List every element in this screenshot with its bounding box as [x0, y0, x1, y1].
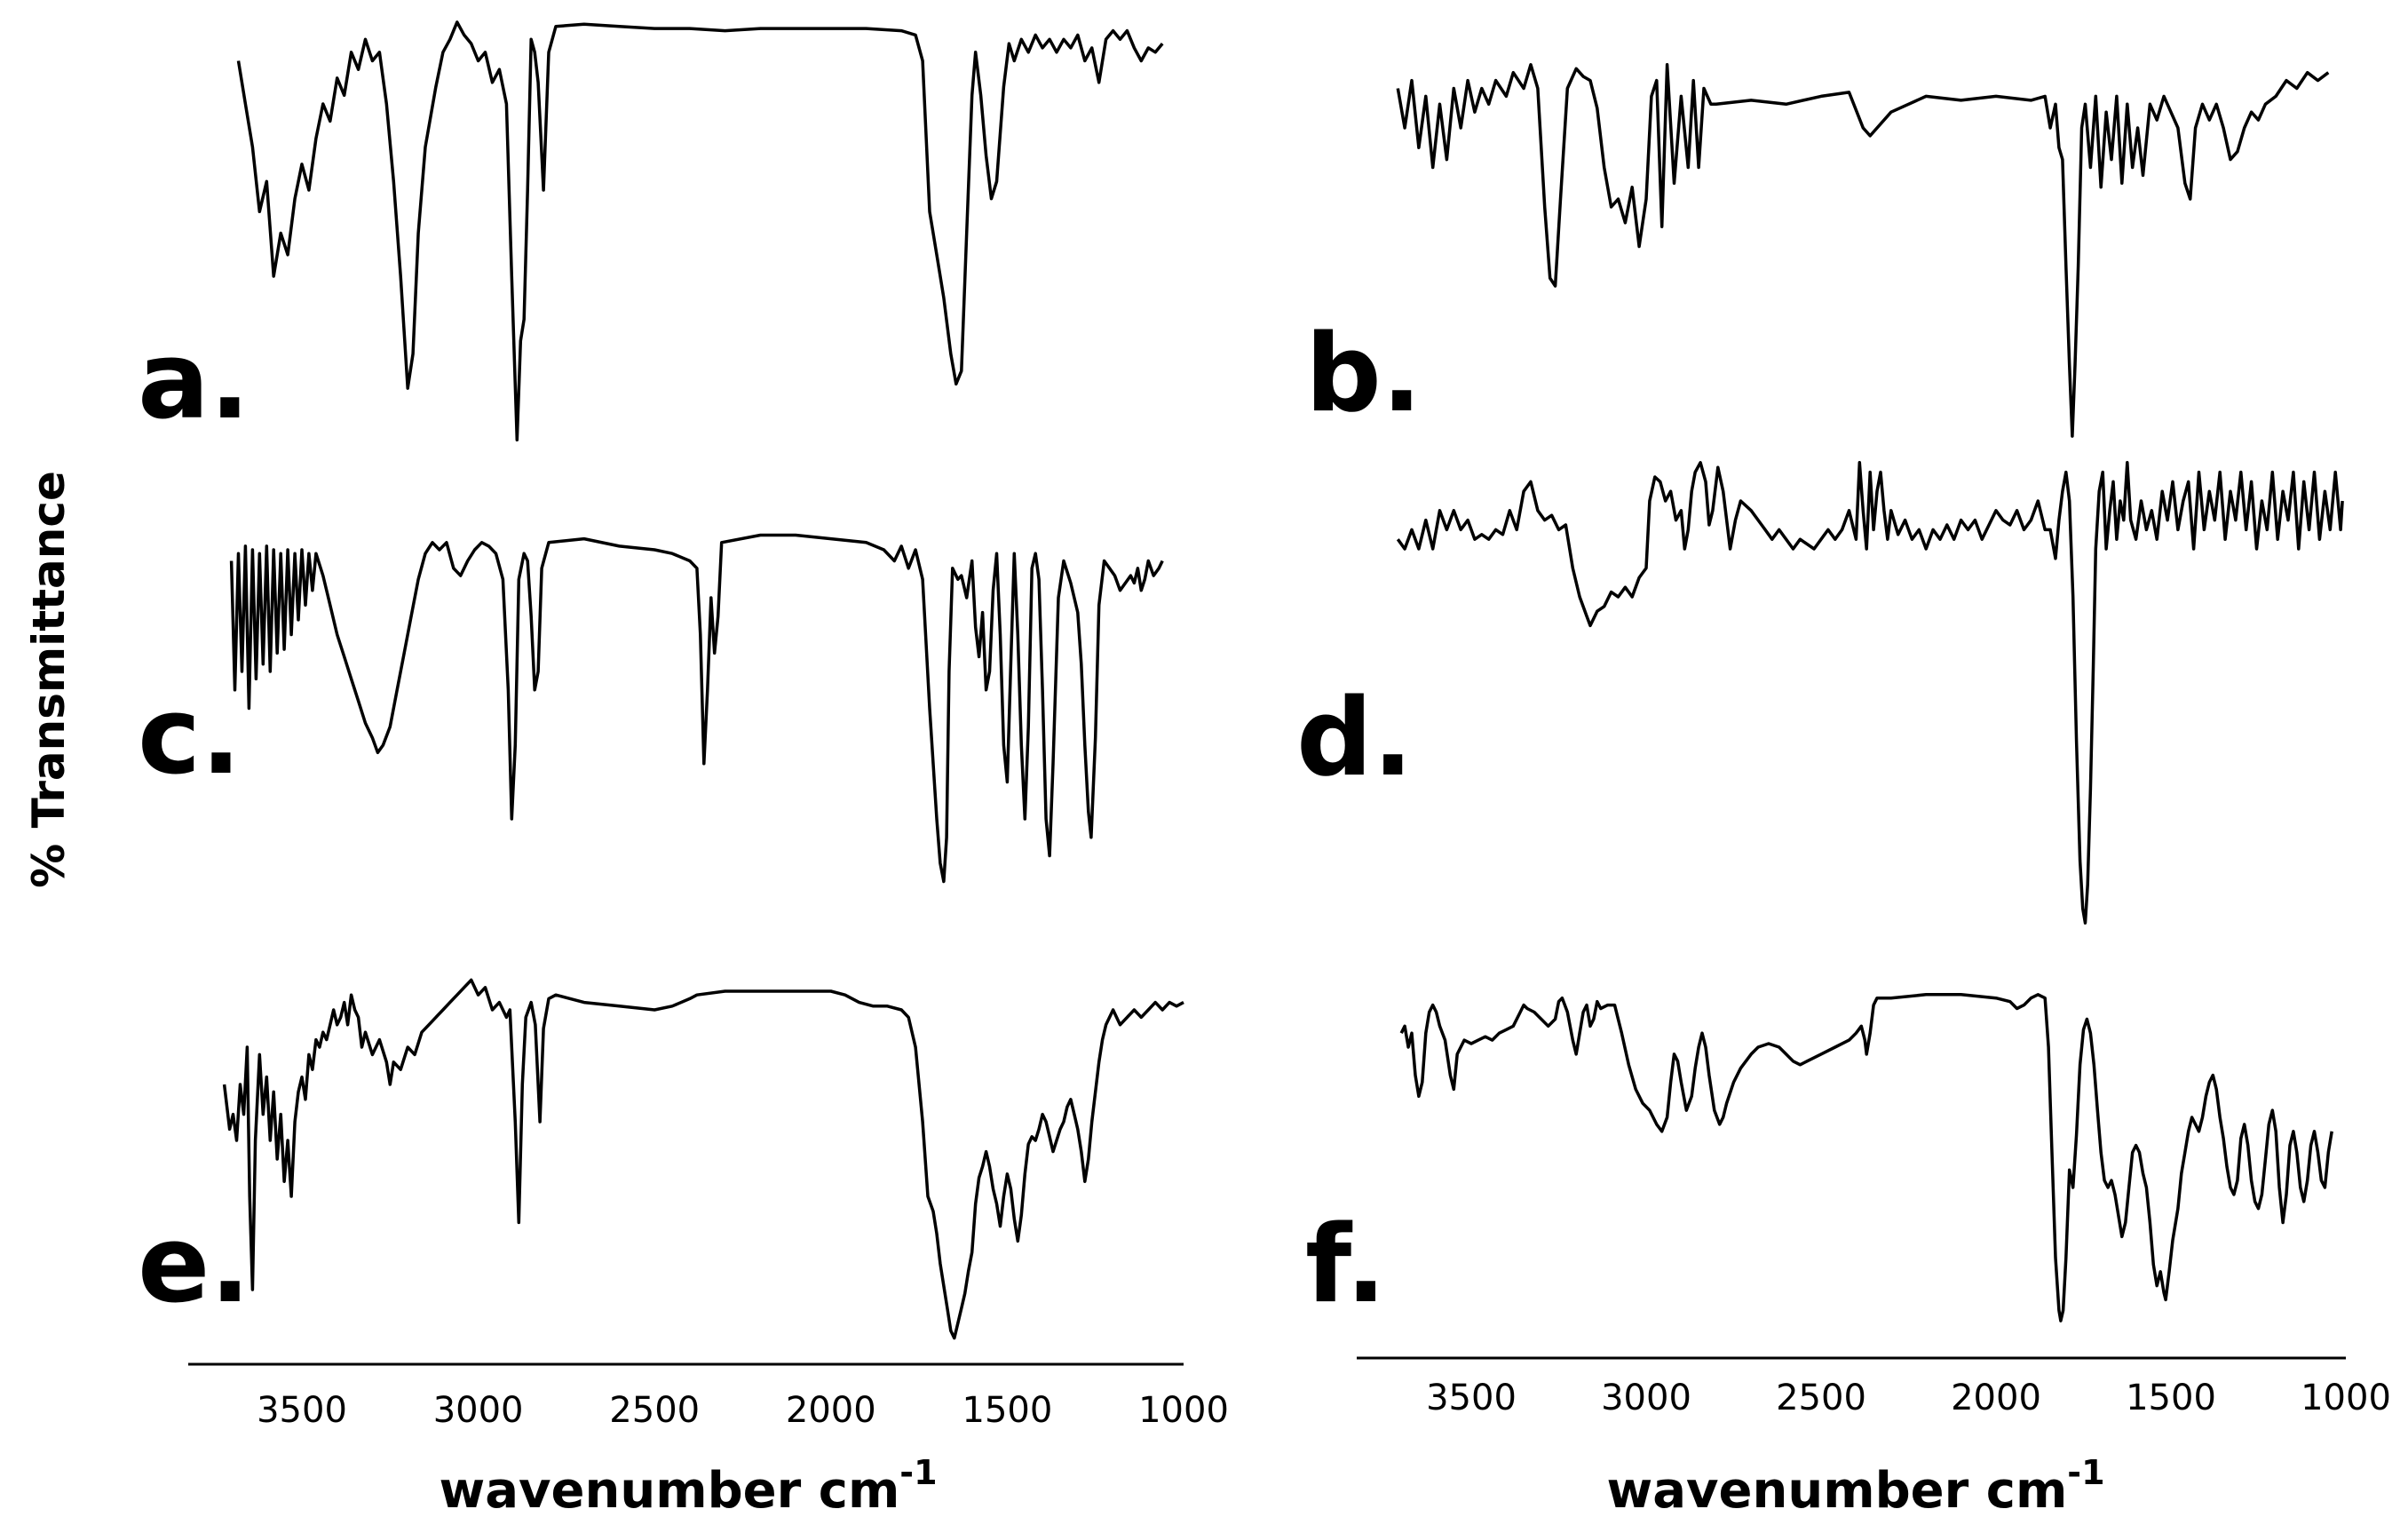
x-tick-label-right-2500: 2500 — [1776, 1378, 1866, 1418]
spectrum-line-f — [1399, 993, 2333, 1322]
x-tick-label-right-2000: 2000 — [1951, 1378, 2041, 1418]
x-axis-title-left: wavenumber cm-1 — [439, 1453, 937, 1520]
x-tick-label-left-3000: 3000 — [433, 1390, 524, 1431]
x-axis-title-right: wavenumber cm-1 — [1606, 1453, 2104, 1520]
x-axis-title-left-main: wavenumber cm — [439, 1462, 899, 1520]
x-axis-title-right-sup: -1 — [2067, 1453, 2104, 1492]
x-tick-labels-right: 3500 3000 2500 2000 1500 1000 — [1426, 1378, 2391, 1418]
x-tick-label-right-3000: 3000 — [1601, 1378, 1691, 1418]
x-axis-right: 3500 3000 2500 2000 1500 1000 wavenumber cm-1 — [1357, 1356, 2391, 1520]
x-tick-label-left-1500: 1500 — [962, 1390, 1053, 1431]
x-tick-label-left-2000: 2000 — [786, 1390, 876, 1431]
spectra-lines — [222, 20, 2344, 1340]
x-tick-labels-left: 3500 3000 2500 2000 1500 1000 — [257, 1390, 1229, 1431]
panel-label-b: b. — [1305, 313, 1422, 436]
x-tick-label-right-1500: 1500 — [2126, 1378, 2216, 1418]
y-axis-title-group: % Transmittance — [23, 471, 75, 888]
panel-label-e: e. — [138, 1203, 250, 1327]
x-tick-label-left-3500: 3500 — [257, 1390, 347, 1431]
spectrum-line-d — [1396, 461, 2344, 925]
y-axis-title: % Transmittance — [23, 471, 75, 888]
panel-label-f: f. — [1305, 1203, 1386, 1327]
x-axis-title-right-main: wavenumber cm — [1606, 1462, 2067, 1520]
panel-labels: a. b. c. d. e. f. — [138, 313, 1422, 1327]
x-tick-label-right-3500: 3500 — [1426, 1378, 1517, 1418]
panel-label-c: c. — [138, 675, 242, 798]
spectrum-line-a — [236, 20, 1164, 442]
spectrum-line-c — [229, 533, 1164, 884]
panel-label-d: d. — [1296, 677, 1413, 800]
x-axis-title-left-sup: -1 — [899, 1453, 937, 1492]
panel-label-a: a. — [138, 320, 250, 443]
x-tick-label-left-2500: 2500 — [609, 1390, 700, 1431]
x-axis-left: 3500 3000 2500 2000 1500 1000 wavenumber cm-1 — [188, 1362, 1229, 1520]
spectrum-line-b — [1396, 63, 2330, 438]
x-tick-label-left-1000: 1000 — [1138, 1390, 1229, 1431]
x-tick-label-right-1000: 1000 — [2301, 1378, 2391, 1418]
spectrum-line-e — [222, 978, 1184, 1340]
